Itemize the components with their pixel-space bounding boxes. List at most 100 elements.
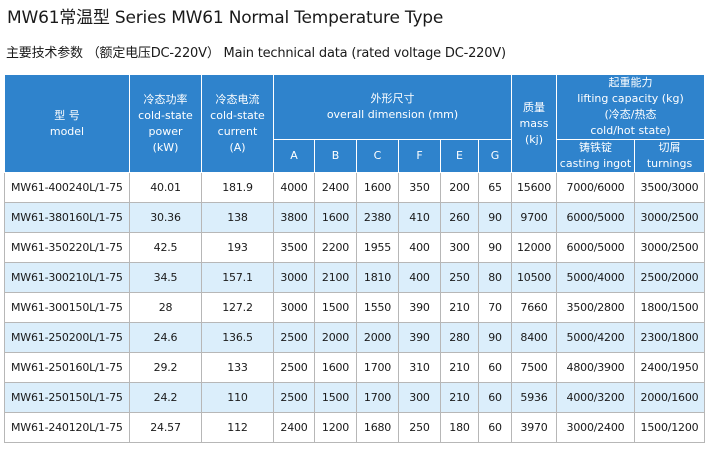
cell-casting-ingot: 6000/5000 [556, 202, 635, 233]
cell-turnings: 2000/1600 [633, 382, 706, 413]
cell-dim-c: 1700 [356, 352, 399, 383]
cell-power: 29.2 [129, 352, 202, 383]
cell-current: 193 [201, 232, 274, 263]
header-mass: 质量 mass (kj) [511, 74, 557, 173]
cell-power: 42.5 [129, 232, 202, 263]
cell-current: 110 [201, 382, 274, 413]
cell-power: 34.5 [129, 262, 202, 293]
cell-dim-c: 1700 [356, 382, 399, 413]
cell-mass: 12000 [511, 232, 557, 263]
cell-dim-c: 1600 [356, 172, 399, 203]
cell-dim-c: 2380 [356, 202, 399, 233]
cell-model: MW61-250160L/1-75 [4, 352, 130, 383]
cell-turnings: 1800/1500 [633, 292, 706, 323]
cell-dim-g: 90 [478, 232, 512, 263]
cell-model: MW61-400240L/1-75 [4, 172, 130, 203]
cell-dim-g: 60 [478, 352, 512, 383]
cell-dim-c: 1680 [356, 412, 399, 443]
header-lifting-capacity: 起重能力 lifting capacity (kg) (冷态/热态 cold/h… [555, 74, 706, 140]
cell-mass: 15600 [511, 172, 557, 203]
cell-dim-a: 4000 [273, 172, 315, 203]
cell-dim-a: 2500 [273, 352, 315, 383]
cell-current: 112 [201, 412, 274, 443]
cell-power: 24.2 [129, 382, 202, 413]
cell-dim-f: 390 [398, 292, 441, 323]
cell-model: MW61-380160L/1-75 [4, 202, 130, 233]
cell-dim-g: 70 [478, 292, 512, 323]
cell-mass: 9700 [511, 202, 557, 233]
cell-dim-a: 2400 [273, 412, 315, 443]
header-dim-e: E [440, 139, 479, 173]
cell-turnings: 1500/1200 [633, 412, 706, 443]
technical-data-table: 型 号 model 冷态功率 cold-state power (kW) 冷态电… [4, 74, 706, 443]
cell-mass: 10500 [511, 262, 557, 293]
cell-current: 127.2 [201, 292, 274, 323]
cell-dim-e: 210 [440, 352, 479, 383]
cell-dim-c: 1550 [356, 292, 399, 323]
cell-dim-g: 80 [478, 262, 512, 293]
cell-casting-ingot: 4800/3900 [556, 352, 635, 383]
header-cold-power: 冷态功率 cold-state power (kW) [129, 74, 202, 173]
cell-dim-f: 410 [398, 202, 441, 233]
table-row: MW61-300210L/1-75 34.5 157.1 3000 2100 1810 40… [4, 262, 706, 293]
cell-turnings: 3500/3000 [633, 172, 706, 203]
cell-dim-g: 90 [478, 202, 512, 233]
cell-dim-b: 1500 [314, 292, 357, 323]
cell-current: 157.1 [201, 262, 274, 293]
cell-power: 24.6 [129, 322, 202, 353]
table-row: MW61-400240L/1-75 40.01 181.9 4000 2400 1600 3… [4, 172, 706, 203]
cell-dim-g: 60 [478, 412, 512, 443]
cell-dim-a: 2500 [273, 382, 315, 413]
cell-dim-b: 1200 [314, 412, 357, 443]
cell-turnings: 2500/2000 [633, 262, 706, 293]
cell-model: MW61-250200L/1-75 [4, 322, 130, 353]
cell-model: MW61-250150L/1-75 [4, 382, 130, 413]
cell-dim-b: 2000 [314, 322, 357, 353]
cell-casting-ingot: 5000/4200 [556, 322, 635, 353]
cell-dim-g: 65 [478, 172, 512, 203]
header-dim-c: C [356, 139, 399, 173]
cell-casting-ingot: 5000/4000 [556, 262, 635, 293]
cell-dim-f: 250 [398, 412, 441, 443]
cell-dim-e: 210 [440, 292, 479, 323]
header-dim-b: B [314, 139, 357, 173]
cell-mass: 8400 [511, 322, 557, 353]
cell-mass: 7500 [511, 352, 557, 383]
cell-power: 40.01 [129, 172, 202, 203]
cell-dim-b: 1500 [314, 382, 357, 413]
cell-power: 30.36 [129, 202, 202, 233]
cell-current: 133 [201, 352, 274, 383]
table-caption: 主要技术参数 （额定电压DC-220V） Main technical data… [6, 46, 506, 61]
cell-model: MW61-240120L/1-75 [4, 412, 130, 443]
cell-casting-ingot: 7000/6000 [556, 172, 635, 203]
cell-dim-e: 210 [440, 382, 479, 413]
cell-dim-c: 1955 [356, 232, 399, 263]
cell-dim-c: 2000 [356, 322, 399, 353]
cell-dim-f: 400 [398, 262, 441, 293]
cell-dim-e: 260 [440, 202, 479, 233]
cell-model: MW61-300150L/1-75 [4, 292, 130, 323]
page-title: MW61常温型 Series MW61 Normal Temperature T… [7, 8, 444, 28]
header-dim-g: G [478, 139, 512, 173]
cell-dim-e: 280 [440, 322, 479, 353]
header-dim-a: A [273, 139, 315, 173]
header-model: 型 号 model [4, 74, 130, 173]
header-cold-current: 冷态电流 cold-state current (A) [201, 74, 274, 173]
cell-dim-e: 250 [440, 262, 479, 293]
cell-dim-b: 2200 [314, 232, 357, 263]
table-row: MW61-240120L/1-75 24.57 112 2400 1200 1680 250… [4, 412, 706, 443]
table-row: MW61-250160L/1-75 29.2 133 2500 1600 1700 310 2… [4, 352, 706, 383]
cell-dim-b: 2100 [314, 262, 357, 293]
cell-mass: 3970 [511, 412, 557, 443]
cell-casting-ingot: 6000/5000 [556, 232, 635, 263]
cell-dim-e: 200 [440, 172, 479, 203]
cell-casting-ingot: 3000/2400 [556, 412, 635, 443]
cell-dim-f: 310 [398, 352, 441, 383]
cell-mass: 5936 [511, 382, 557, 413]
cell-dim-a: 3500 [273, 232, 315, 263]
cell-turnings: 3000/2500 [633, 232, 706, 263]
cell-turnings: 2300/1800 [633, 322, 706, 353]
cell-casting-ingot: 3500/2800 [556, 292, 635, 323]
table-row: MW61-250200L/1-75 24.6 136.5 2500 2000 2000 39… [4, 322, 706, 353]
table-row: MW61-380160L/1-75 30.36 138 3800 1600 2380 410… [4, 202, 706, 233]
